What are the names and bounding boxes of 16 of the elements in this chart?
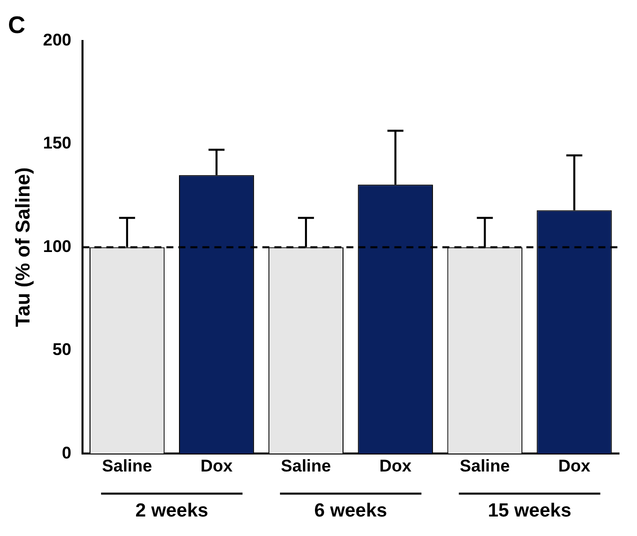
y-tick-label: 150 xyxy=(42,134,72,153)
y-tick-label: 50 xyxy=(52,340,72,360)
x-tick-label: Saline xyxy=(280,456,332,476)
x-tick-label: Dox xyxy=(558,456,591,476)
x-tick-label: Dox xyxy=(200,456,234,476)
chart-title: C xyxy=(8,12,26,40)
y-tick-label: 0 xyxy=(62,443,72,462)
text: 15 weeks xyxy=(488,500,572,522)
x-tick-label: Saline xyxy=(102,456,152,476)
y-tick-label: 200 xyxy=(42,30,72,50)
y-axis-title: Tau (% of Saline) xyxy=(12,167,35,328)
x-tick-label: Dox xyxy=(379,456,412,476)
y-tick-label: 100 xyxy=(42,236,72,256)
text: 6 weeks xyxy=(314,500,388,522)
text: 2 weeks xyxy=(135,500,208,522)
x-tick-label: Saline xyxy=(460,456,510,476)
